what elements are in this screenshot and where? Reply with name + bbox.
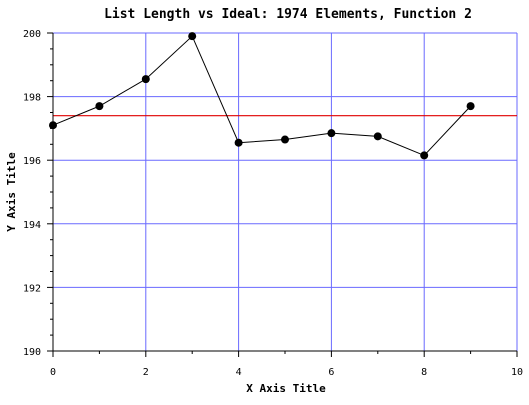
data-point (234, 138, 243, 147)
data-point (95, 102, 104, 111)
data-point (141, 75, 150, 84)
x-tick-label: 4 (236, 367, 242, 378)
chart-title: List Length vs Ideal: 1974 Elements, Fun… (104, 7, 472, 22)
data-point (327, 129, 336, 138)
x-axis-label: X Axis Title (246, 382, 326, 395)
x-tick-label: 10 (511, 367, 523, 378)
series-layer (49, 32, 475, 160)
y-tick-label: 190 (23, 347, 41, 358)
data-point (466, 102, 475, 111)
y-tick-label: 196 (23, 156, 41, 167)
y-tick-label: 194 (23, 220, 41, 231)
y-tick-label: 200 (23, 29, 41, 40)
data-point (188, 32, 197, 41)
y-tick-label: 192 (23, 283, 41, 294)
x-tick-label: 2 (143, 367, 149, 378)
grid (53, 32, 518, 351)
data-point (373, 132, 382, 141)
data-point (281, 135, 289, 144)
ticks: 0 2 4 6 8 10 190 192 194 196 198 200 (23, 29, 523, 378)
x-tick-label: 8 (421, 367, 427, 378)
x-tick-label: 6 (328, 367, 334, 378)
y-tick-label: 198 (23, 93, 41, 104)
axes (52, 33, 517, 352)
x-tick-label: 0 (50, 367, 56, 378)
y-axis-label: Y Axis Title (5, 152, 18, 232)
series-line (52, 35, 471, 157)
data-point (420, 151, 429, 160)
